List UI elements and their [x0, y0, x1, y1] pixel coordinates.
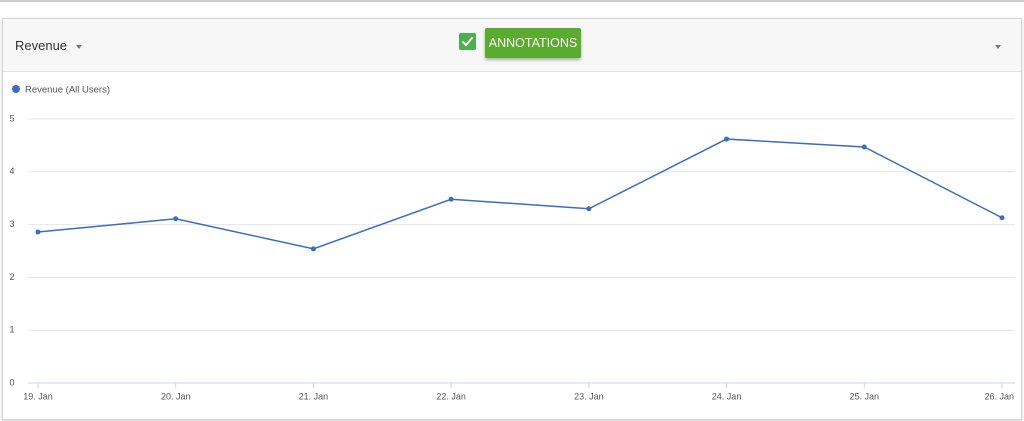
data-point [173, 216, 179, 222]
data-point [586, 206, 592, 212]
x-tick-label: 20. Jan [161, 391, 191, 401]
data-line [37, 138, 1003, 250]
top-border [0, 0, 1024, 2]
x-tick-label: 21. Jan [299, 391, 329, 401]
toolbar: Revenue ANNOTATIONS [3, 19, 1021, 72]
y-tick-label: 5 [9, 113, 14, 123]
options-caret[interactable] [995, 45, 1001, 49]
legend-label: Revenue (All Users) [25, 85, 110, 96]
y-tick-label: 2 [9, 272, 14, 282]
data-point [310, 246, 316, 252]
metric-dropdown[interactable]: Revenue [15, 38, 68, 53]
x-tick-label: 24. Jan [712, 391, 742, 401]
data-point [861, 144, 867, 150]
x-tick-label: 25. Jan [850, 391, 880, 401]
check-icon [461, 36, 474, 47]
x-tick-label: 23. Jan [574, 391, 604, 401]
data-point [448, 196, 454, 202]
x-tick-label: 22. Jan [436, 391, 466, 401]
data-point [35, 229, 41, 235]
legend-marker [12, 85, 20, 93]
x-tick-label: 26. Jan [984, 391, 1014, 401]
data-point [999, 215, 1005, 221]
y-tick-label: 4 [9, 166, 14, 176]
annotations-checkbox[interactable] [459, 33, 476, 50]
y-tick-label: 0 [9, 377, 14, 387]
y-tick-label: 3 [9, 219, 14, 229]
x-tick-label: 19. Jan [23, 391, 53, 401]
data-point [724, 136, 730, 142]
metric-caret[interactable] [76, 45, 82, 49]
y-tick-label: 1 [9, 325, 14, 335]
annotations-button[interactable]: ANNOTATIONS [485, 28, 581, 58]
